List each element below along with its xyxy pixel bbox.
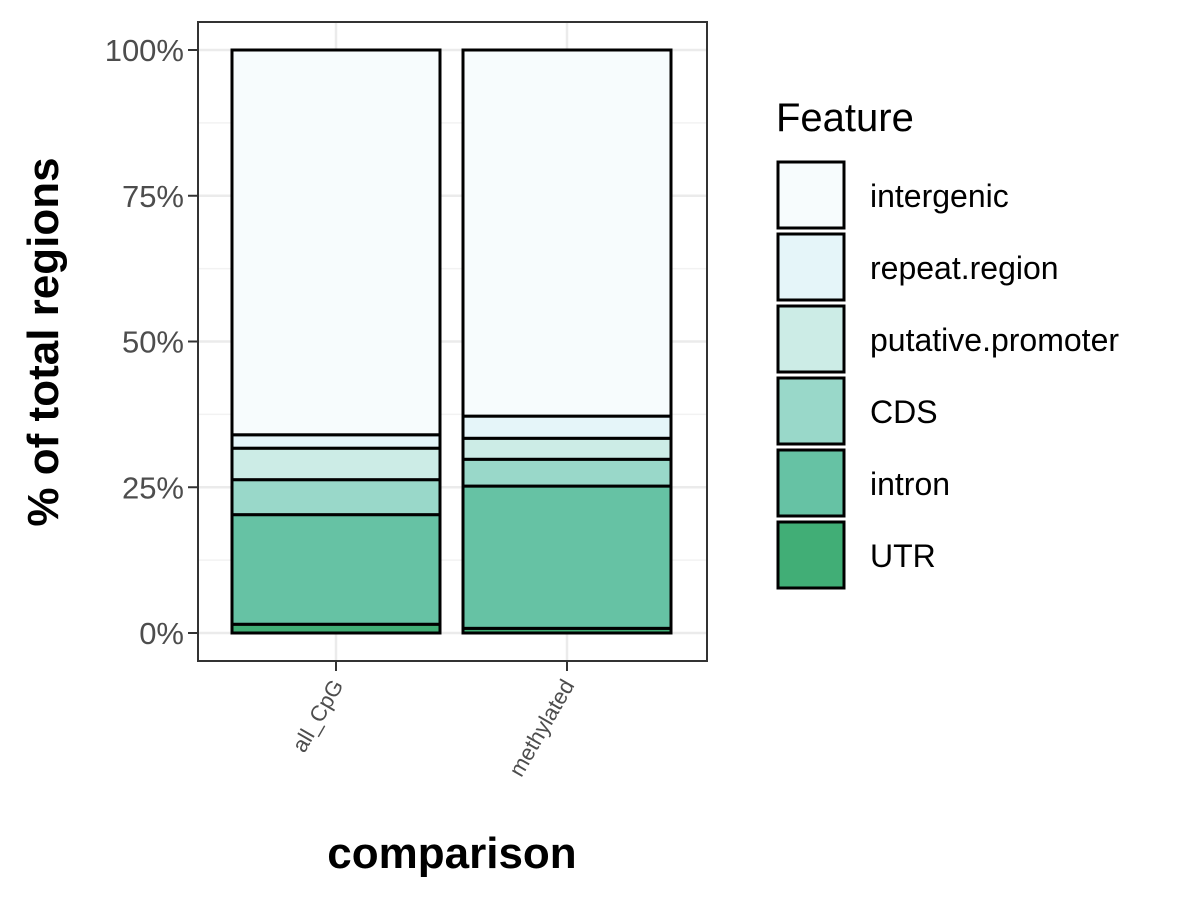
y-axis: 0% 25% 50% 75% 100% xyxy=(105,33,198,651)
bars xyxy=(230,48,673,635)
legend-key-CDS xyxy=(776,376,846,446)
bar-segment-CDS-methylated xyxy=(461,457,673,488)
x-axis-title: comparison xyxy=(327,829,576,878)
y-tick-label: 0% xyxy=(139,616,184,651)
bar-segment-intron-methylated xyxy=(461,484,673,630)
legend-label-intron: intron xyxy=(870,466,950,502)
legend-key-intergenic xyxy=(776,160,846,230)
legend-key-repeat-region xyxy=(776,232,846,302)
legend-label-repeat-region: repeat.region xyxy=(870,250,1059,286)
legend-title: Feature xyxy=(776,96,914,140)
legend-label-intergenic: intergenic xyxy=(870,178,1009,214)
y-tick-label: 75% xyxy=(122,179,184,214)
legend-key-putative-promoter xyxy=(776,304,846,374)
x-axis: all_CpG methylated xyxy=(287,661,579,781)
legend-label-UTR: UTR xyxy=(870,538,936,574)
bar-segment-intergenic-all_CpG xyxy=(230,48,442,437)
y-tick-label: 25% xyxy=(122,470,184,505)
x-tick-label: methylated xyxy=(504,675,579,781)
bar-segment-intron-all_CpG xyxy=(230,513,442,626)
y-axis-title: % of total regions xyxy=(19,157,68,526)
x-tick-label: all_CpG xyxy=(287,675,348,756)
bar-segment-repeat-region-methylated xyxy=(461,414,673,440)
y-tick-label: 50% xyxy=(122,325,184,360)
legend-key-UTR xyxy=(776,520,846,590)
bar-segment-putative-promoter-methylated xyxy=(461,436,673,461)
legend-label-putative-promoter: putative.promoter xyxy=(870,322,1119,358)
bar-segment-CDS-all_CpG xyxy=(230,478,442,517)
bar-segment-putative-promoter-all_CpG xyxy=(230,446,442,482)
bar-segment-repeat-region-all_CpG xyxy=(230,433,442,450)
legend: intergenic repeat.region putative.promoter… xyxy=(776,160,1119,590)
y-tick-label: 100% xyxy=(105,33,184,68)
legend-label-CDS: CDS xyxy=(870,394,938,430)
bar-segment-intergenic-methylated xyxy=(461,48,673,418)
legend-key-intron xyxy=(776,448,846,518)
